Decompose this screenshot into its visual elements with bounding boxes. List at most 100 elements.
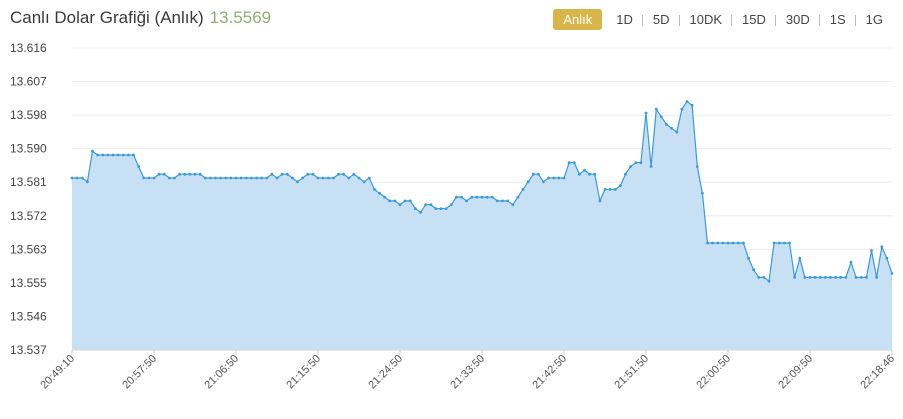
data-point [480, 195, 484, 199]
data-point [193, 172, 197, 176]
data-point [808, 276, 812, 279]
data-point [270, 172, 274, 176]
data-point [342, 172, 345, 176]
data-point [255, 176, 258, 180]
x-tick-label: 20:57:50 [120, 353, 159, 392]
data-point [224, 176, 228, 180]
data-point [511, 203, 515, 207]
x-tick-label: 20:49:10 [38, 353, 77, 392]
data-point [798, 256, 802, 260]
data-point [619, 184, 622, 188]
data-point [603, 188, 607, 191]
data-point [875, 276, 878, 279]
data-point [844, 276, 848, 279]
y-tick-label: 13.537 [10, 343, 47, 357]
x-tick-label: 21:15:50 [284, 353, 323, 392]
chart-title: Canlı Dolar Grafiği (Anlık) [10, 8, 204, 27]
data-point [752, 268, 755, 272]
data-point [234, 176, 238, 180]
data-point [731, 241, 735, 245]
data-point [455, 195, 458, 199]
data-point [501, 199, 504, 203]
data-point [793, 276, 796, 279]
chart-points [70, 100, 894, 283]
data-point [316, 176, 320, 180]
data-point [557, 176, 561, 180]
tab-5d[interactable]: 5D [641, 10, 680, 29]
data-point [444, 207, 448, 211]
data-point [818, 276, 822, 279]
data-point [542, 180, 545, 184]
data-point [219, 176, 223, 180]
data-point [419, 211, 422, 214]
data-point [403, 199, 407, 203]
data-point [721, 241, 725, 245]
data-point [239, 176, 243, 180]
data-point [280, 172, 284, 176]
y-tick-label: 13.607 [10, 75, 47, 89]
data-point [772, 241, 776, 245]
data-point [209, 176, 212, 180]
tab-anlik[interactable]: Anlık [553, 8, 603, 30]
data-point [711, 241, 714, 245]
data-point [834, 276, 837, 279]
y-tick-label: 13.581 [10, 175, 47, 189]
data-point [121, 153, 125, 157]
data-point [654, 107, 658, 111]
data-point [183, 172, 187, 176]
tab-30d[interactable]: 30D [774, 10, 820, 29]
data-point [824, 276, 827, 279]
data-point [168, 176, 171, 180]
data-point [142, 176, 146, 180]
tab-15d[interactable]: 15D [731, 10, 776, 29]
chart-header: Canlı Dolar Grafiği (Anlık) 13.5569 [10, 8, 271, 30]
x-axis-labels: 20:49:10 20:57:50 21:06:50 21:15:50 21:24:50… [38, 353, 897, 392]
data-point [229, 176, 233, 180]
tab-10dk[interactable]: 10DK [678, 10, 733, 29]
data-point [829, 276, 832, 279]
data-point [362, 180, 366, 184]
data-point [86, 180, 89, 184]
data-point [639, 161, 643, 165]
data-point [706, 241, 709, 245]
data-point [75, 176, 79, 180]
data-point [531, 172, 535, 176]
data-point [567, 161, 571, 165]
data-point [757, 276, 761, 279]
data-point [608, 188, 612, 191]
tab-1d[interactable]: 1D [616, 11, 633, 27]
data-point [803, 276, 807, 279]
data-point [106, 153, 110, 157]
data-point [332, 176, 335, 180]
data-point [152, 176, 156, 180]
data-point [424, 203, 427, 207]
tab-1g[interactable]: 1G [854, 10, 893, 29]
data-point [547, 176, 550, 180]
y-tick-label: 13.616 [10, 41, 47, 55]
data-point [649, 165, 653, 168]
y-tick-label: 13.598 [10, 108, 47, 122]
data-point [126, 153, 130, 157]
data-point [890, 272, 894, 275]
data-point [865, 276, 868, 279]
data-point [465, 199, 468, 203]
data-point [680, 107, 684, 111]
data-point [414, 207, 417, 211]
data-point [434, 207, 438, 211]
x-tick-label: 21:33:50 [448, 353, 487, 392]
data-point [173, 176, 176, 180]
data-point [788, 241, 791, 245]
data-point [429, 203, 433, 207]
data-point [578, 172, 581, 176]
data-point [301, 176, 304, 180]
data-point [449, 203, 453, 207]
data-point [506, 199, 509, 203]
data-point [250, 176, 253, 180]
data-point [583, 168, 586, 172]
data-point [690, 103, 694, 107]
data-point [460, 195, 463, 199]
tab-1s[interactable]: 1S [818, 10, 856, 29]
data-point [147, 176, 151, 180]
data-point [783, 241, 786, 245]
data-point [265, 176, 269, 180]
